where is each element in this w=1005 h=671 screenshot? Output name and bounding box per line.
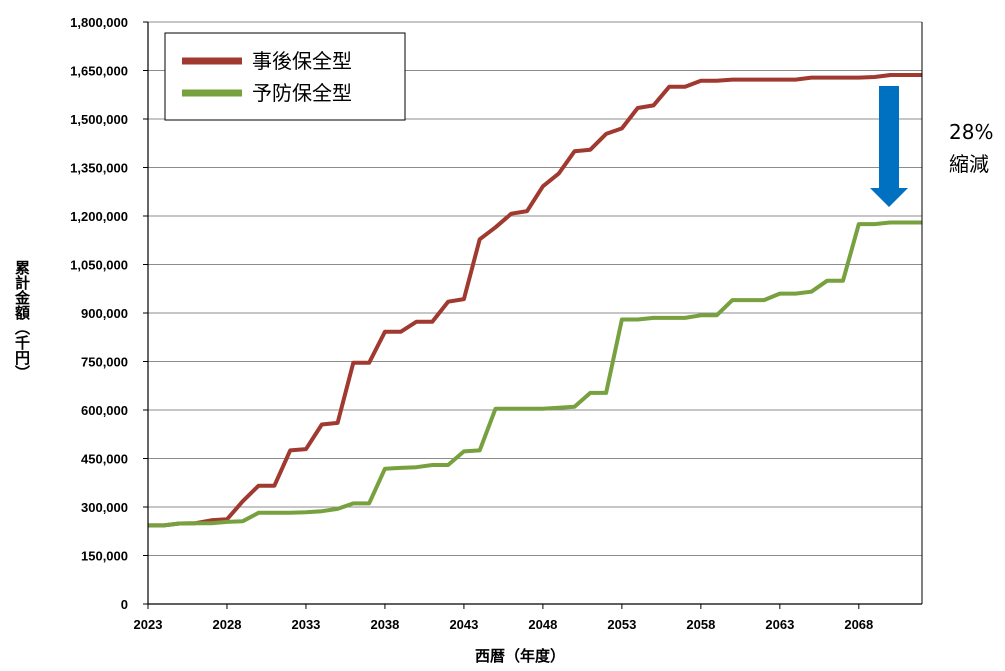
y-axis-title-text: 累計金額（千円） — [13, 260, 31, 380]
y-axis-ticks: 0 150,000 300,000 450,000 600,000 750,000 900,… — [70, 15, 148, 612]
down-arrow-icon — [870, 86, 908, 207]
y-tick-label: 450,000 — [81, 452, 128, 467]
y-tick-label: 1,500,000 — [70, 112, 128, 127]
y-tick-label: 1,650,000 — [70, 64, 128, 79]
y-tick-label: 600,000 — [81, 403, 128, 418]
y-tick-label: 1,350,000 — [70, 161, 128, 176]
reduction-annotation: 28% 縮減 — [870, 86, 993, 207]
x-tick-label: 2038 — [370, 617, 399, 632]
y-tick-label: 750,000 — [81, 355, 128, 370]
legend-box — [164, 32, 406, 121]
reduction-label: 縮減 — [949, 152, 989, 176]
reduction-percent: 28% — [949, 120, 993, 144]
y-tick-label: 150,000 — [81, 549, 128, 564]
x-tick-label: 2058 — [686, 617, 715, 632]
y-tick-label: 900,000 — [81, 306, 128, 321]
y-tick-label: 1,200,000 — [70, 209, 128, 224]
x-axis-ticks: 2023 2028 2033 2038 2043 2048 2053 2058 2063 2068 — [134, 604, 873, 632]
x-axis-title: 西暦（年度） — [475, 647, 565, 665]
x-tick-label: 2028 — [213, 617, 242, 632]
x-tick-label: 2068 — [844, 617, 873, 632]
x-tick-label: 2053 — [607, 617, 636, 632]
x-tick-label: 2023 — [134, 617, 163, 632]
y-tick-label: 1,800,000 — [70, 15, 128, 30]
legend-label-事後保全型: 事後保全型 — [252, 49, 352, 73]
series-line-予防保全型 — [148, 220, 922, 528]
series-line-事後保全型 — [148, 73, 922, 528]
y-tick-label: 300,000 — [81, 500, 128, 515]
y-tick-label: 1,050,000 — [70, 258, 128, 273]
y-axis-title: 累計金額（千円） — [13, 260, 31, 380]
x-tick-label: 2063 — [765, 617, 794, 632]
legend: 事後保全型 予防保全型 — [164, 32, 406, 121]
x-tick-label: 2048 — [528, 617, 557, 632]
y-tick-label: 0 — [121, 597, 128, 612]
legend-label-予防保全型: 予防保全型 — [252, 81, 352, 105]
x-tick-label: 2033 — [291, 617, 320, 632]
series-layer — [148, 73, 922, 528]
x-tick-label: 2043 — [449, 617, 478, 632]
